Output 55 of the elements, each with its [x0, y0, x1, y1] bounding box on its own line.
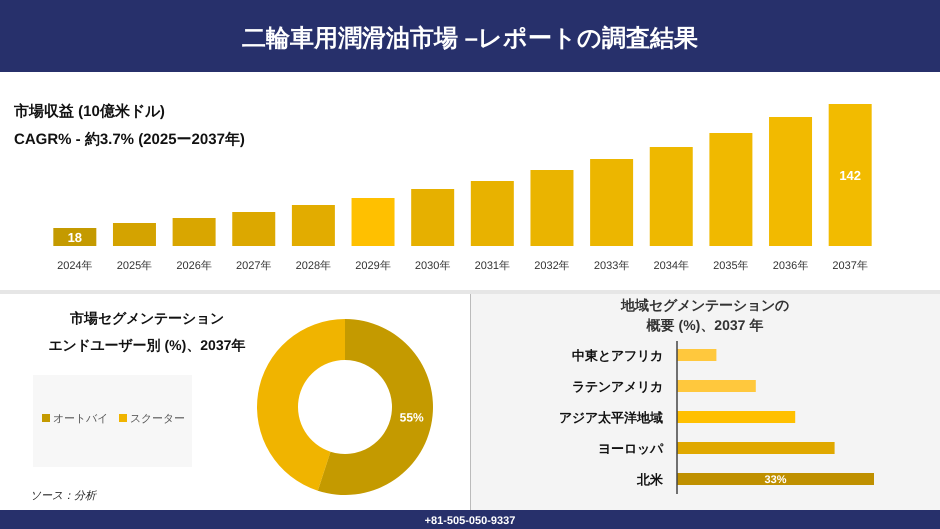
x-tick-label: 2034年 — [654, 260, 689, 272]
donut-slice — [318, 319, 433, 495]
chart-title: 市場セグメンテーション — [69, 310, 224, 326]
bar — [677, 442, 835, 454]
y-tick-label: アジア太平洋地域 — [559, 410, 663, 425]
x-tick-label: 2031年 — [474, 260, 510, 272]
y-tick-label: ラテンアメリカ — [572, 379, 663, 394]
bar — [172, 218, 216, 246]
x-tick-label: 2027年 — [236, 260, 272, 272]
bar — [709, 133, 752, 246]
data-label: 33% — [764, 474, 787, 486]
bar — [232, 212, 276, 246]
x-tick-label: 2028年 — [296, 260, 332, 272]
bar — [650, 147, 693, 246]
data-label: 55% — [400, 410, 424, 425]
x-tick-label: 2030年 — [414, 260, 450, 272]
bar — [530, 170, 574, 246]
bar — [411, 189, 454, 246]
text: ソース：分析 — [30, 490, 98, 502]
bar — [677, 380, 756, 392]
legend-label: スクーター — [130, 413, 185, 425]
text: +81-505-050-9337 — [424, 515, 516, 527]
x-tick-label: 2024年 — [57, 260, 93, 272]
y-tick-label: 中東とアフリカ — [572, 348, 663, 363]
bar — [769, 117, 812, 246]
bar — [677, 349, 716, 361]
data-label: 142 — [839, 168, 862, 183]
legend-label: オートバイ — [53, 413, 108, 425]
x-tick-label: 2033年 — [594, 260, 630, 272]
bar — [828, 104, 872, 246]
chart-title: 二輪車用潤滑油市場 –レポートの調査結果 — [242, 25, 698, 52]
bar — [470, 181, 514, 246]
y-tick-label: ヨーロッパ — [598, 441, 664, 456]
bar — [677, 411, 796, 423]
donut-slice — [257, 319, 345, 491]
x-tick-label: 2029年 — [355, 260, 391, 272]
y-tick-label: 北米 — [636, 472, 664, 487]
bar — [352, 198, 395, 246]
x-tick-label: 2035年 — [713, 260, 749, 272]
text: エンドユーザー別 (%)、2037年 — [48, 337, 246, 353]
bar — [292, 205, 335, 246]
annotation: CAGR% - 約3.7% (2025ー2037年) — [14, 131, 245, 148]
chart-subtitle: 概要 (%)、2037 年 — [646, 317, 764, 333]
bar — [112, 223, 156, 246]
x-tick-label: 2037年 — [832, 260, 868, 272]
bar — [53, 228, 96, 246]
chart-subtitle: 市場収益 (10億米ドル) — [13, 102, 165, 120]
x-tick-label: 2032年 — [534, 260, 570, 272]
data-label: 18 — [68, 230, 82, 245]
chart-title: 地域セグメンテーションの — [620, 297, 789, 313]
x-tick-label: 2026年 — [176, 260, 212, 272]
x-tick-label: 2025年 — [116, 260, 152, 272]
bar — [677, 473, 874, 485]
bar — [590, 159, 634, 246]
x-tick-label: 2036年 — [772, 260, 808, 272]
